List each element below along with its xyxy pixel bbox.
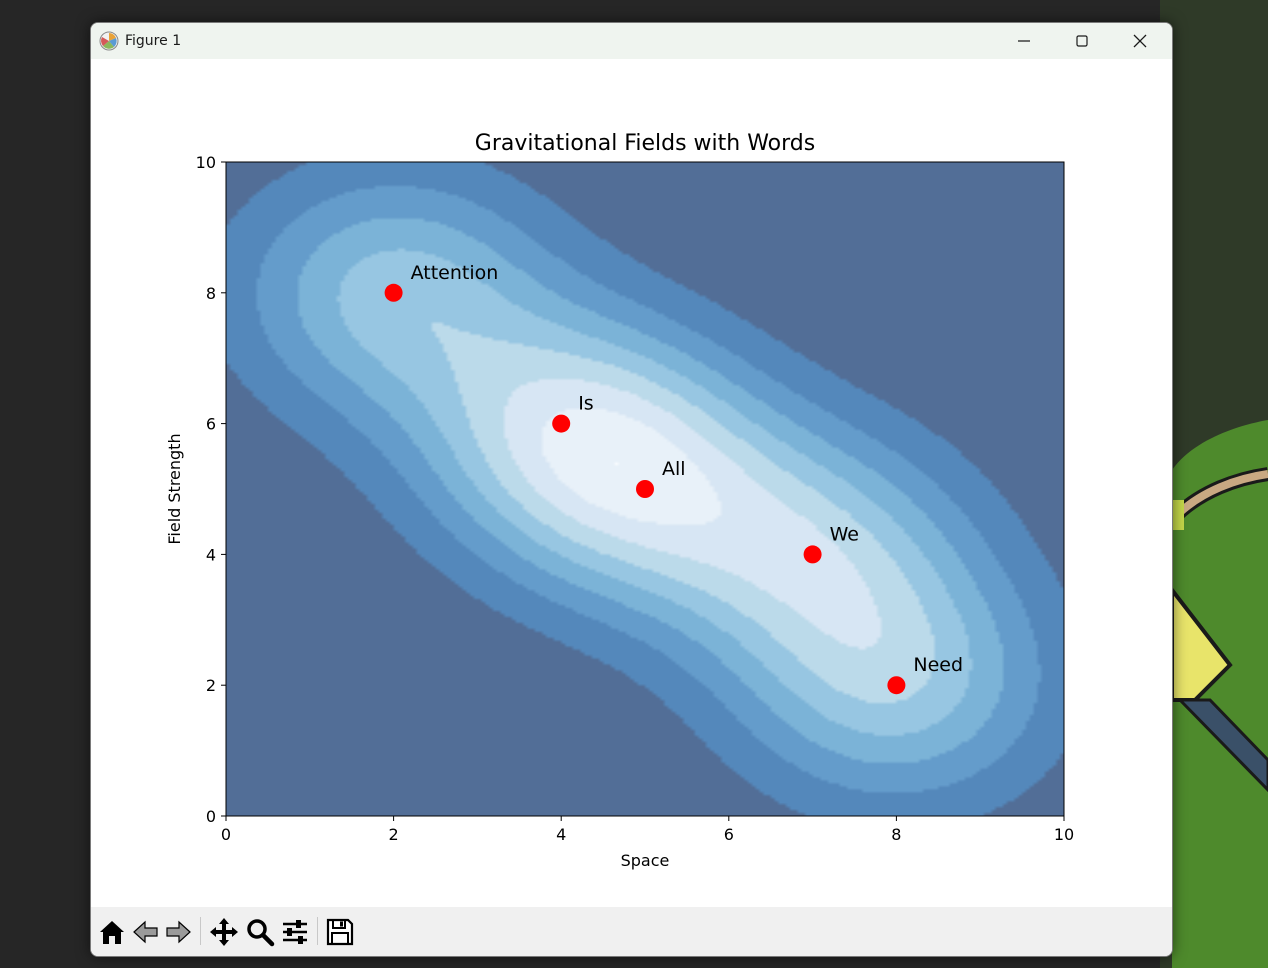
word-label: Attention <box>411 262 499 284</box>
home-icon <box>100 921 124 944</box>
x-tick-label: 10 <box>1054 825 1074 844</box>
word-label: Need <box>913 654 963 676</box>
x-tick-label: 0 <box>221 825 231 844</box>
toolbar-separator <box>200 917 201 945</box>
save-icon <box>326 918 354 946</box>
toolbar-separator <box>317 917 318 945</box>
x-tick-label: 6 <box>724 825 734 844</box>
zoom-button[interactable] <box>243 915 277 949</box>
y-tick-label: 6 <box>206 415 216 434</box>
minimize-icon <box>1018 40 1030 42</box>
matplotlib-app-icon <box>99 31 119 51</box>
data-point <box>636 480 654 498</box>
data-point <box>803 545 822 564</box>
figure-window: Figure 1 Attention Is All We Need <box>90 22 1173 957</box>
word-label: Is <box>578 393 594 415</box>
configure-subplots-icon <box>283 920 307 944</box>
word-label: We <box>830 523 859 545</box>
pan-button[interactable] <box>207 915 241 949</box>
data-point <box>384 283 403 302</box>
data-point <box>887 676 906 695</box>
close-icon <box>1133 34 1147 48</box>
title-bar[interactable]: Figure 1 <box>91 23 1172 59</box>
word-label: All <box>662 458 686 480</box>
close-button[interactable] <box>1111 23 1169 59</box>
plot-frame <box>225 161 1065 817</box>
y-tick-label: 4 <box>206 545 216 564</box>
y-tick-label: 2 <box>206 676 216 695</box>
maximize-icon <box>1076 35 1088 47</box>
x-tick-label: 8 <box>891 825 901 844</box>
minimize-button[interactable] <box>995 23 1053 59</box>
pan-icon <box>210 918 238 946</box>
back-button[interactable] <box>129 915 163 949</box>
y-tick-label: 8 <box>206 284 216 303</box>
configure-subplots-button[interactable] <box>278 915 312 949</box>
window-title: Figure 1 <box>125 33 182 49</box>
y-tick-label: 10 <box>196 153 216 172</box>
chart-title: Gravitational Fields with Words <box>475 131 815 156</box>
x-axis-label: Space <box>621 851 670 870</box>
save-button[interactable] <box>323 915 357 949</box>
forward-button[interactable] <box>161 915 195 949</box>
back-icon <box>133 920 158 944</box>
figure-canvas[interactable]: Attention Is All We Need 0 2 4 6 8 10 0 2 4 6 8 10 Grav… <box>91 59 1172 907</box>
navigation-toolbar <box>91 907 1172 956</box>
x-tick-label: 4 <box>556 825 566 844</box>
maximize-button[interactable] <box>1053 23 1111 59</box>
y-tick-label: 0 <box>206 807 216 826</box>
data-point <box>552 414 571 433</box>
y-axis-label: Field Strength <box>165 433 184 544</box>
zoom-icon <box>247 919 275 947</box>
forward-icon <box>166 920 191 944</box>
x-tick-label: 2 <box>389 825 399 844</box>
home-button[interactable] <box>95 915 129 949</box>
